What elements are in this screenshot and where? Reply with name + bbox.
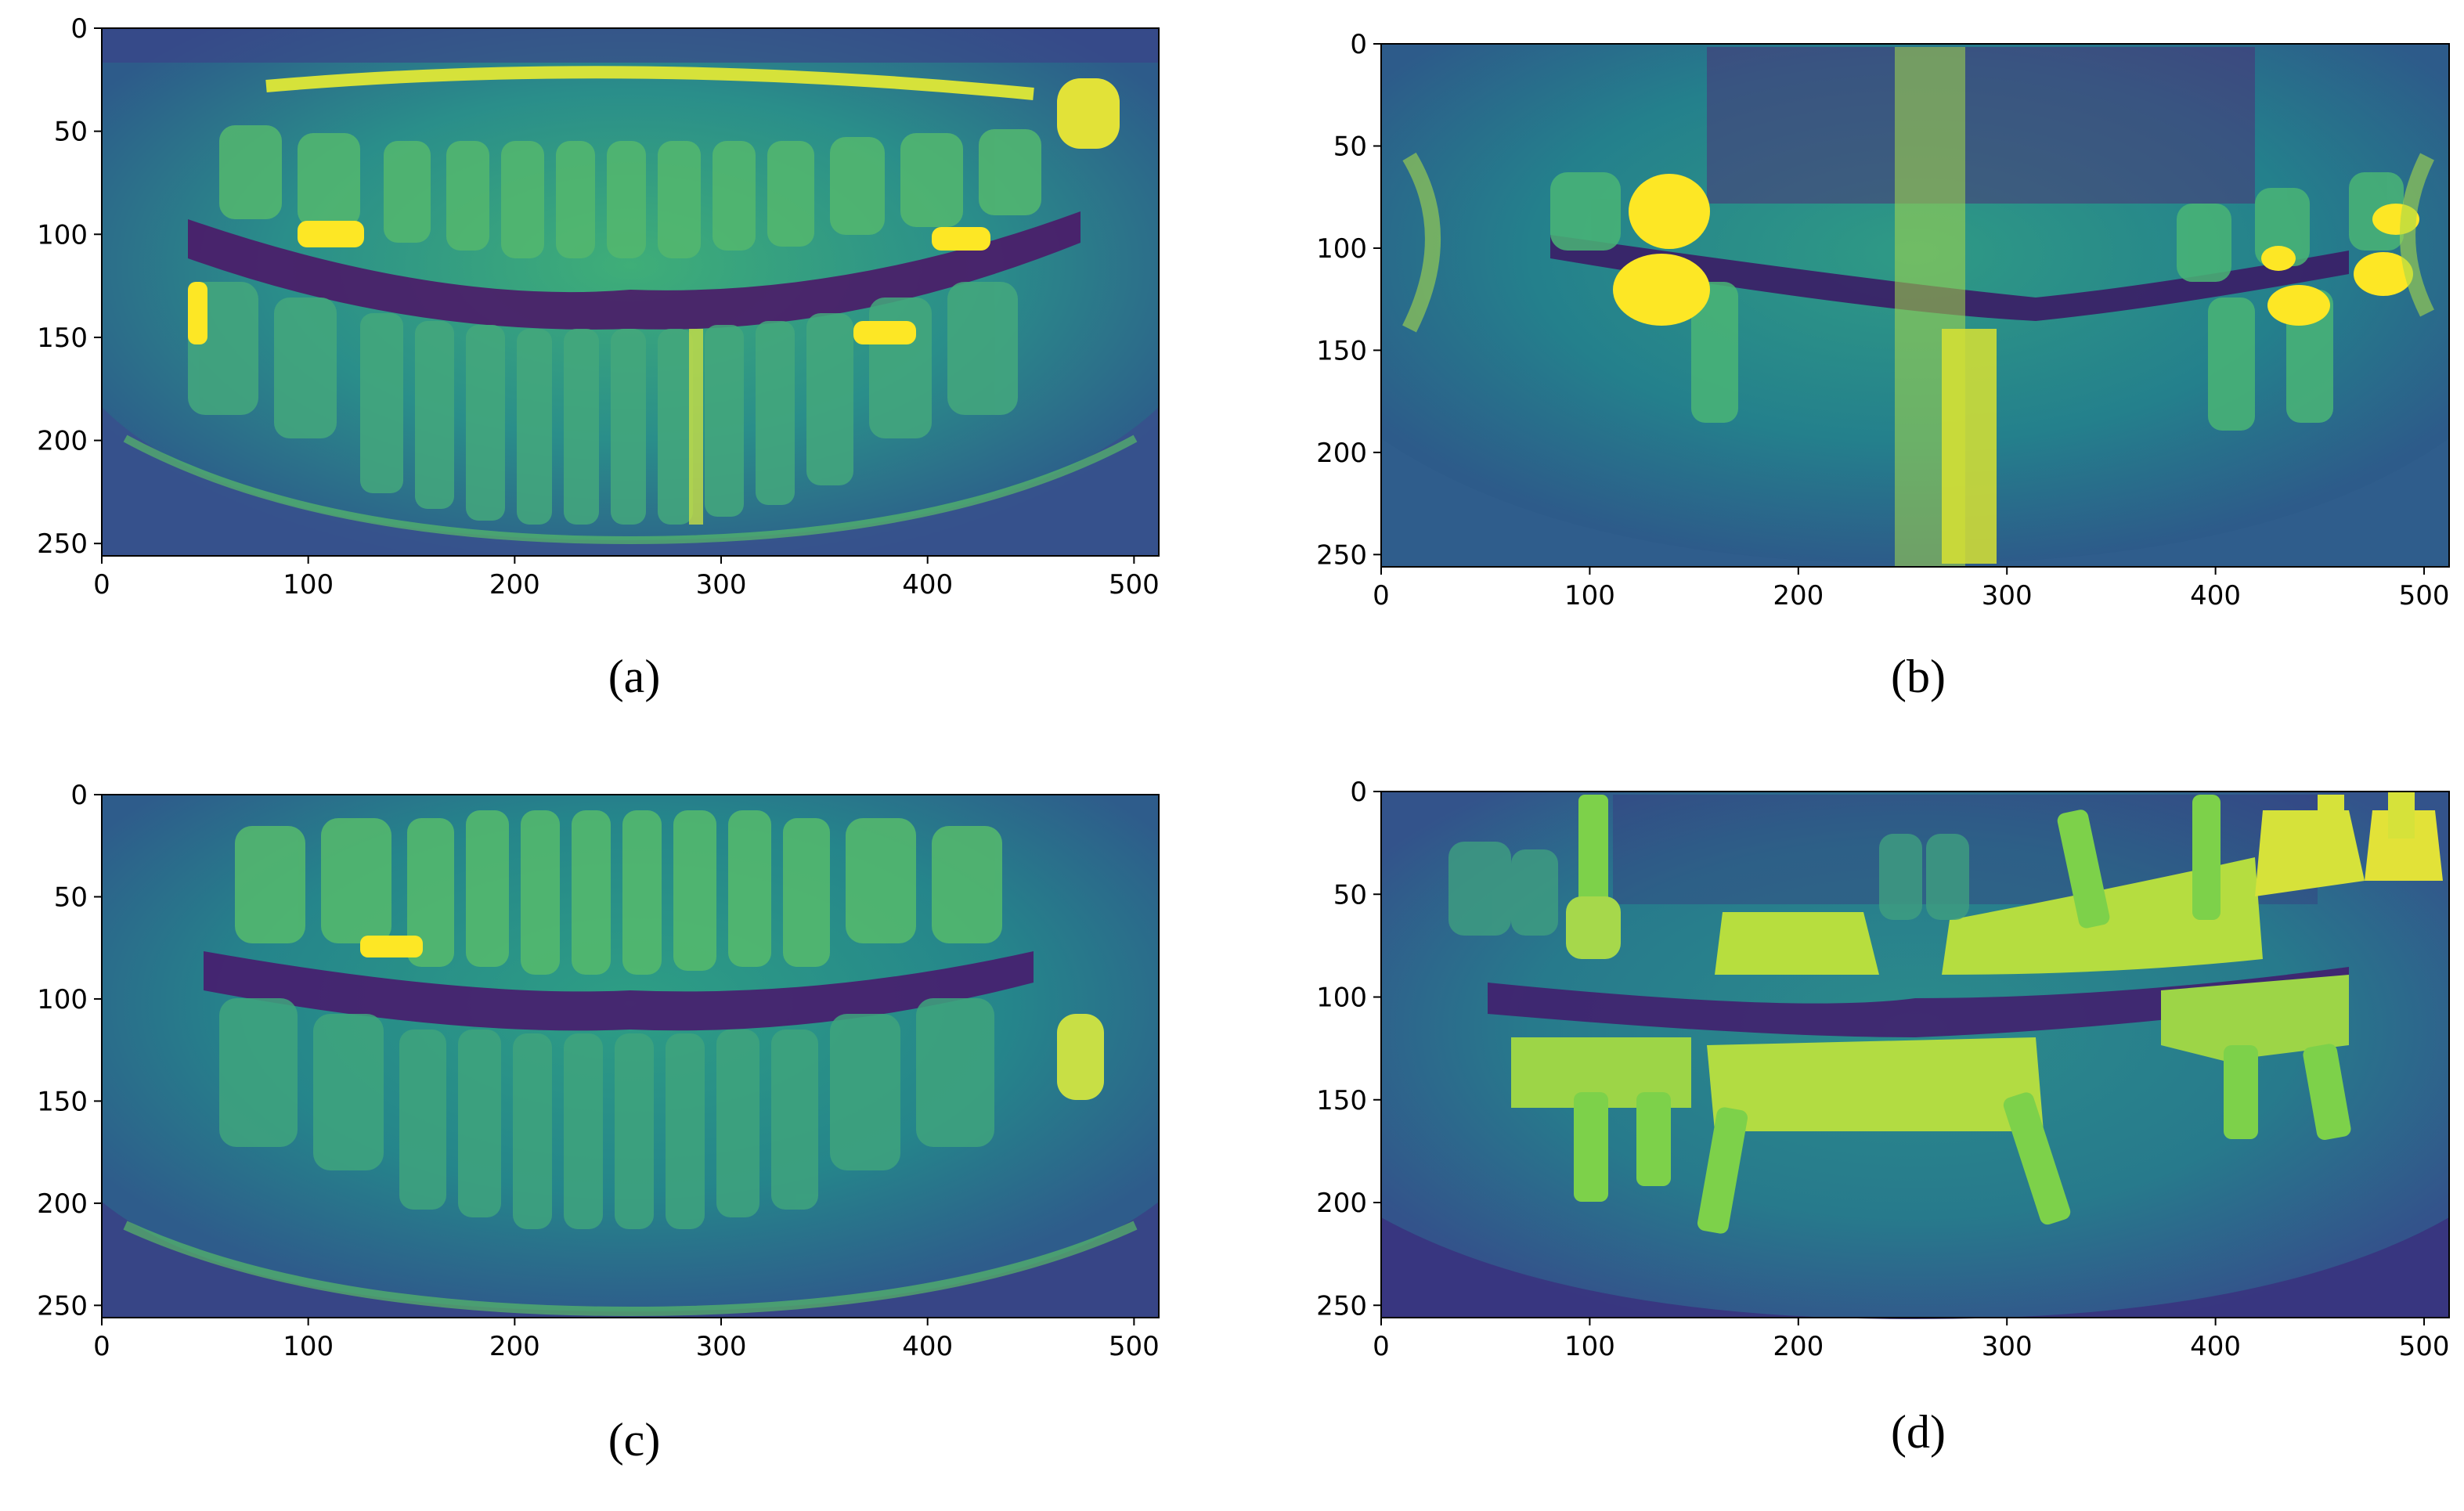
y-tick-label: 0 — [70, 780, 88, 811]
xray-plot-c: 0 100 200 300 400 500 0 50 100 150 200 250 — [37, 780, 1160, 1362]
y-tick-label: 50 — [1333, 879, 1367, 911]
y-tick-label: 100 — [1316, 233, 1367, 265]
y-tick-label: 250 — [1316, 1290, 1367, 1322]
x-tick-label: 0 — [93, 1331, 110, 1362]
xray-image-a — [102, 28, 1159, 556]
axes-frame — [101, 794, 1160, 1318]
y-tick-label: 50 — [1333, 131, 1367, 162]
y-tick-label: 150 — [37, 1086, 88, 1117]
x-tick-label: 200 — [1773, 580, 1824, 611]
xray-plot-d: 0 100 200 300 400 500 0 50 100 150 200 250 — [1316, 777, 2450, 1362]
y-tick-label: 200 — [37, 1188, 88, 1220]
y-tick-label: 0 — [1350, 29, 1367, 60]
x-tick-label: 400 — [2190, 580, 2241, 611]
y-tick-label: 0 — [1350, 777, 1367, 808]
xray-plot-a: 0 100 200 300 400 500 0 50 100 150 200 250 — [37, 13, 1160, 600]
y-tick-label: 100 — [37, 984, 88, 1015]
x-tick-label: 500 — [1109, 1331, 1160, 1362]
x-tick-label: 100 — [1564, 580, 1615, 611]
axes-frame — [1380, 43, 2450, 568]
x-tick-label: 500 — [2399, 1331, 2450, 1362]
xray-image-b — [1381, 44, 2449, 567]
x-tick-label: 100 — [1564, 1331, 1615, 1362]
x-tick-label: 300 — [1982, 1331, 2033, 1362]
y-tick-label: 200 — [1316, 1188, 1367, 1219]
y-tick-label: 100 — [1316, 983, 1367, 1014]
x-tick-label: 100 — [283, 569, 334, 600]
xray-image-d — [1381, 792, 2449, 1319]
axes-a: 0 100 200 300 400 500 0 50 100 150 200 250 — [37, 13, 1160, 600]
x-tick-label: 400 — [902, 1331, 953, 1362]
axes-c: 0 100 200 300 400 500 0 50 100 150 200 250 — [37, 780, 1160, 1362]
caption-b: (b) — [1891, 651, 1946, 702]
panel-b: 0 100 200 300 400 500 0 50 100 150 200 250 (b) — [1253, 0, 2464, 752]
caption-a: (a) — [608, 651, 661, 702]
y-tick-label: 250 — [37, 1290, 88, 1322]
y-tick-label: 200 — [1316, 438, 1367, 469]
y-tick-label: 150 — [1316, 1085, 1367, 1116]
y-tick-label: 250 — [1316, 539, 1367, 571]
xray-image-c — [102, 795, 1159, 1318]
x-tick-label: 500 — [2399, 580, 2450, 611]
y-tick-label: 250 — [37, 528, 88, 560]
y-tick-label: 0 — [70, 13, 88, 45]
x-tick-label: 100 — [283, 1331, 334, 1362]
axes-b: 0 100 200 300 400 500 0 50 100 150 200 250 — [1316, 29, 2450, 611]
y-tick-label: 50 — [54, 117, 88, 148]
x-tick-label: 0 — [1373, 580, 1390, 611]
x-tick-label: 400 — [2190, 1331, 2241, 1362]
panel-d: 0 100 200 300 400 500 0 50 100 150 200 250 (d) — [1253, 763, 2464, 1511]
caption-d: (d) — [1891, 1406, 1946, 1458]
y-tick-label: 100 — [37, 219, 88, 251]
x-tick-label: 500 — [1109, 569, 1160, 600]
y-tick-label: 50 — [54, 882, 88, 913]
axes-frame — [101, 27, 1160, 557]
x-tick-label: 400 — [902, 569, 953, 600]
x-tick-label: 300 — [1982, 580, 2033, 611]
x-tick-label: 0 — [1373, 1331, 1390, 1362]
x-tick-label: 200 — [489, 569, 540, 600]
x-tick-label: 300 — [696, 569, 747, 600]
y-tick-label: 150 — [37, 323, 88, 354]
caption-c: (c) — [608, 1414, 661, 1466]
xray-plot-b: 0 100 200 300 400 500 0 50 100 150 200 250 — [1316, 29, 2450, 611]
y-tick-label: 200 — [37, 426, 88, 457]
x-tick-label: 200 — [1773, 1331, 1824, 1362]
axes-frame — [1380, 791, 2450, 1318]
y-tick-label: 150 — [1316, 335, 1367, 366]
x-tick-label: 300 — [696, 1331, 747, 1362]
x-tick-label: 0 — [93, 569, 110, 600]
axes-d: 0 100 200 300 400 500 0 50 100 150 200 250 — [1316, 777, 2450, 1362]
x-tick-label: 200 — [489, 1331, 540, 1362]
panel-c: 0 100 200 300 400 500 0 50 100 150 200 250 (c) — [0, 763, 1221, 1511]
panel-a: 0 100 200 300 400 500 0 50 100 150 200 250 (a) — [0, 0, 1221, 752]
